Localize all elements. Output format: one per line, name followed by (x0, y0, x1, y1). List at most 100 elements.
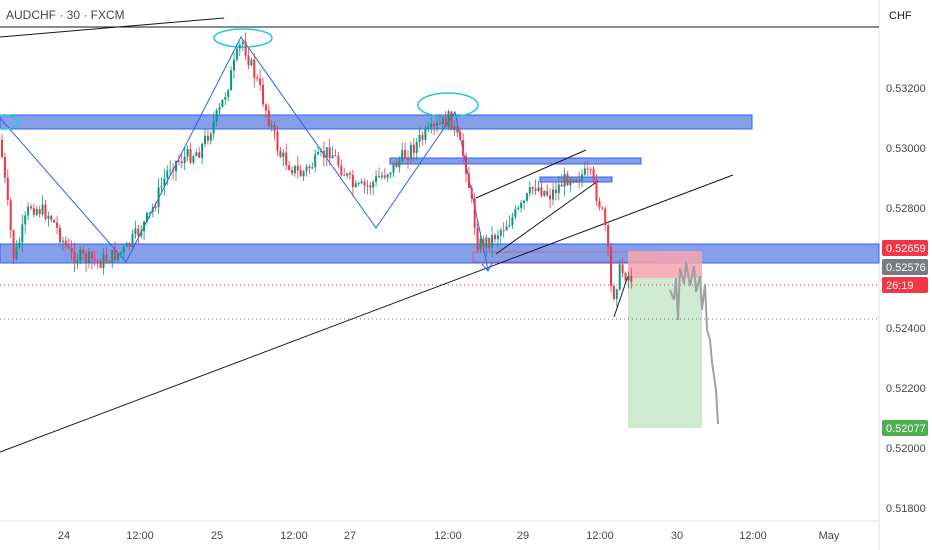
candle-body (433, 123, 436, 126)
candle-body (380, 175, 383, 178)
candle-body (140, 231, 143, 236)
left-shoulder-ellipse[interactable] (0, 114, 19, 130)
wedge-upper-line[interactable] (475, 149, 587, 199)
candle-body (146, 212, 148, 222)
symbol-title: AUDCHF · 30 · FXCM (6, 8, 125, 22)
price-tag-2: 26:19 (886, 280, 914, 292)
candle-body (117, 253, 119, 261)
candle-body (349, 173, 351, 175)
candle-body (407, 158, 409, 160)
ascending-trendline[interactable] (0, 174, 734, 453)
candle-body (47, 215, 50, 219)
candle-body (412, 144, 415, 153)
candle-body (88, 251, 90, 263)
time-tick-1: 12:00 (126, 530, 154, 542)
time-tick-8: 30 (671, 530, 683, 542)
candle-body (30, 206, 32, 209)
candle-body (259, 78, 262, 85)
candle-body (488, 237, 491, 248)
price-tick-2: 0.52800 (886, 203, 926, 215)
candle-body (189, 149, 192, 163)
time-tick-2: 25 (211, 530, 223, 542)
candle-body (3, 156, 6, 178)
price-tag-bg-3 (882, 420, 928, 436)
stop-loss-box[interactable] (628, 251, 702, 278)
candle-body (134, 228, 137, 235)
candle-body (114, 249, 117, 261)
upper-trendline[interactable] (0, 17, 225, 38)
time-tick-6: 29 (517, 530, 529, 542)
candle-body (421, 135, 424, 140)
candle-body (59, 227, 61, 243)
candle-body (6, 177, 9, 201)
candle-body (96, 260, 99, 262)
candle-body (143, 221, 146, 232)
candle-body (470, 188, 473, 199)
price-tag-bg-2 (882, 277, 928, 293)
wedge-lower-line[interactable] (495, 180, 599, 255)
candle-body (41, 204, 44, 215)
candle-body (291, 169, 293, 174)
candle-body (18, 242, 21, 248)
candle-body (241, 41, 244, 45)
candle-body (467, 173, 470, 189)
candle-body (320, 150, 322, 152)
candle-body (621, 264, 624, 273)
candle-body (583, 168, 586, 175)
candle-body (511, 217, 514, 226)
candle-body (79, 249, 82, 261)
candle-body (450, 111, 453, 131)
price-tick-1: 0.53000 (886, 143, 926, 155)
time-tick-3: 12:00 (280, 530, 308, 542)
projection-path[interactable] (669, 261, 719, 425)
candle-body (24, 215, 27, 225)
candle-body (204, 135, 206, 145)
price-axis[interactable]: 0.53200 0.53000 0.52800 0.52400 0.52200 0.520… (886, 83, 926, 515)
candle-body (375, 176, 378, 182)
time-tick-5: 12:00 (434, 530, 462, 542)
candle-body (1, 140, 3, 157)
candle-body (473, 198, 476, 228)
candle-body (56, 222, 59, 228)
candle-body (462, 140, 465, 156)
candle-body (334, 155, 337, 157)
retest-line[interactable] (613, 275, 629, 318)
candle-body (589, 169, 592, 171)
candle-body (27, 206, 30, 216)
lower-zone[interactable] (0, 243, 880, 264)
candle-body (401, 150, 404, 161)
candle-body (311, 167, 314, 169)
candle-body (496, 235, 499, 240)
candle-body (70, 248, 73, 252)
candle-body (183, 156, 186, 164)
candle-body (543, 190, 546, 196)
candle-body (575, 179, 578, 182)
time-tick-10: May (819, 530, 840, 542)
price-tag-bg-0 (882, 240, 928, 256)
price-tick-5: 0.52000 (886, 443, 926, 455)
currency-label[interactable]: CHF (889, 10, 912, 22)
time-tick-9: 12:00 (739, 530, 767, 542)
candle-body (485, 237, 488, 248)
candle-body (325, 147, 328, 158)
candle-body (256, 77, 259, 79)
candle-body (499, 230, 502, 236)
candle-body (276, 131, 279, 151)
candle-body (111, 249, 114, 263)
candle-body (76, 260, 79, 264)
candle-body (601, 207, 604, 209)
candle-body (296, 165, 299, 171)
candle-body (598, 200, 601, 208)
take-profit-box[interactable] (628, 278, 702, 428)
time-axis[interactable]: 24 12:00 25 12:00 27 12:00 29 12:00 30 12:00 May (58, 530, 840, 542)
candle-body (125, 243, 128, 247)
middle-zone[interactable] (389, 157, 642, 165)
candle-body (148, 212, 151, 214)
candle-body (108, 261, 111, 263)
candle-body (32, 208, 35, 215)
candle-body (340, 165, 343, 176)
candle-body (293, 165, 296, 174)
upper-zone[interactable] (0, 114, 753, 130)
candle-body (552, 189, 554, 200)
